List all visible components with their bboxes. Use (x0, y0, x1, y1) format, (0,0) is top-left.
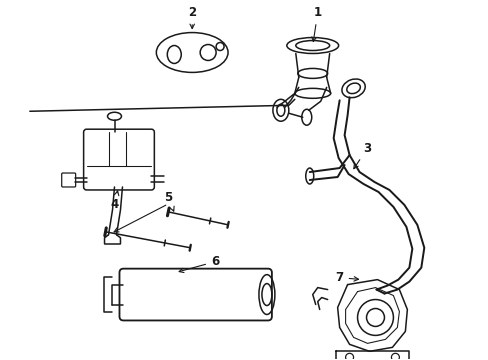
Text: 5: 5 (164, 192, 174, 211)
Text: 7: 7 (335, 271, 358, 284)
Text: 2: 2 (188, 6, 196, 28)
Text: 1: 1 (311, 6, 321, 41)
Text: 3: 3 (353, 141, 371, 169)
Text: 6: 6 (179, 255, 219, 273)
Text: 4: 4 (110, 191, 119, 211)
